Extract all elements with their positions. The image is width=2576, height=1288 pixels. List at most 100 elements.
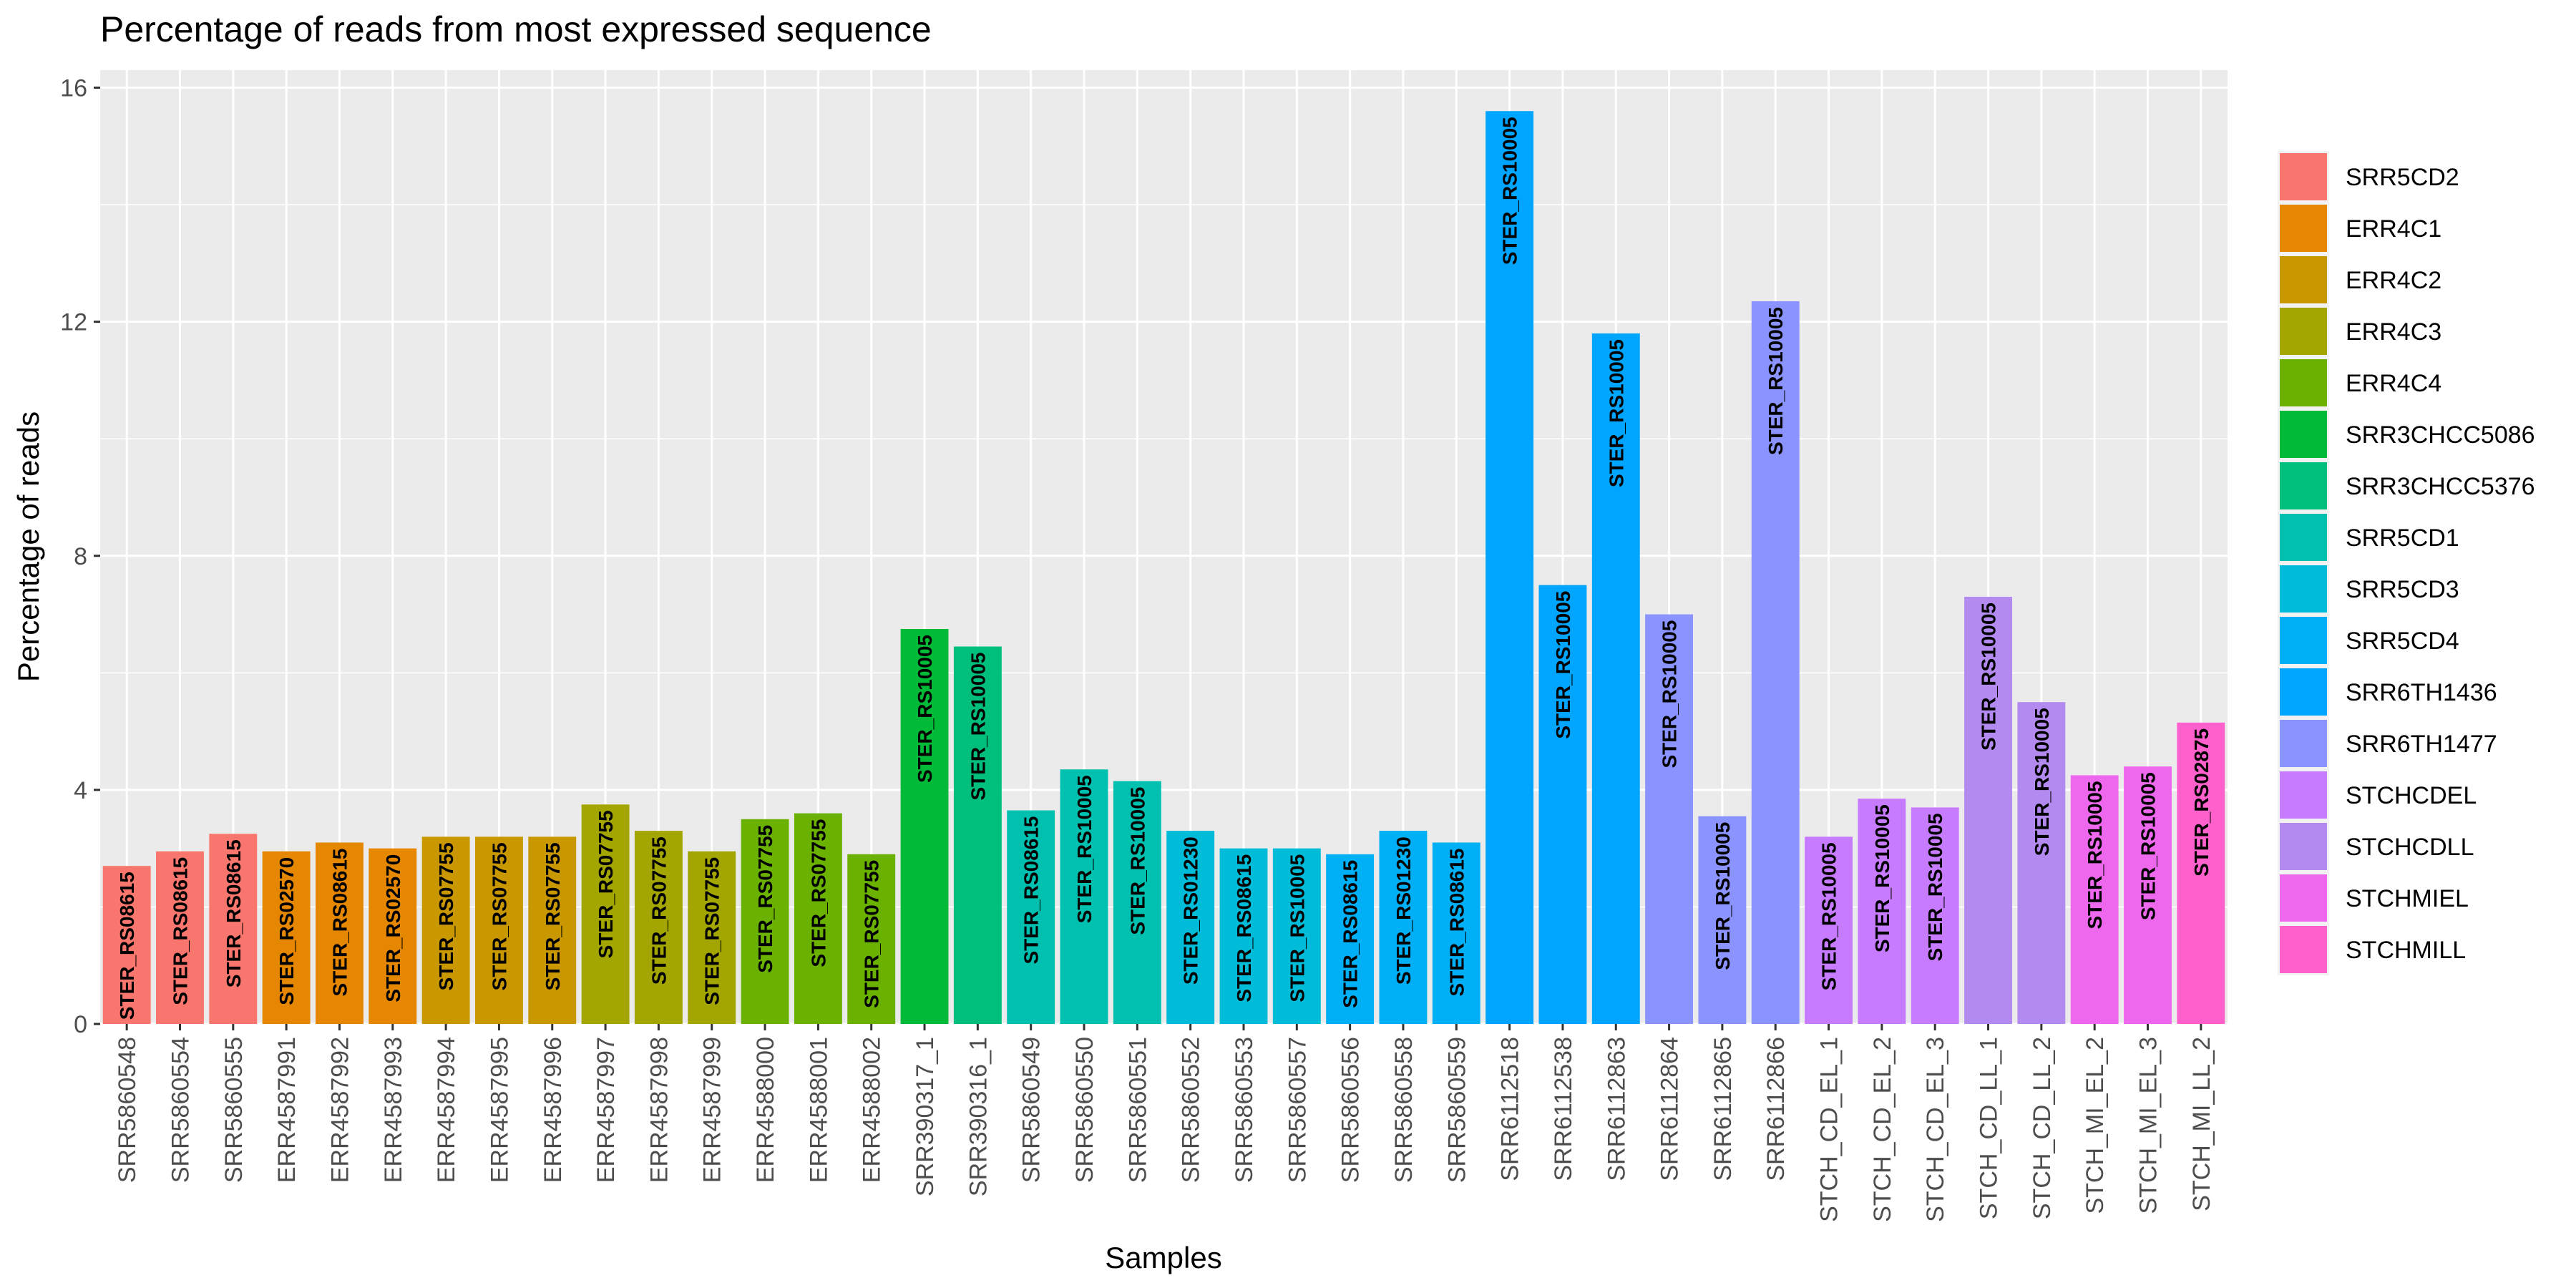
x-tick-label: STCH_MI_EL_2 xyxy=(2082,1037,2109,1214)
bar xyxy=(1858,799,1906,1024)
legend-label: SRR5CD3 xyxy=(2346,576,2459,603)
bar xyxy=(369,848,417,1024)
legend-label: ERR4C3 xyxy=(2346,318,2441,346)
bar xyxy=(1060,769,1108,1024)
y-axis-title: Percentage of reads xyxy=(11,411,45,682)
bar xyxy=(474,836,523,1024)
legend-swatch xyxy=(2280,256,2327,303)
legend-swatch xyxy=(2280,926,2327,973)
legend-item: SRR5CD4 xyxy=(2278,615,2459,666)
bar xyxy=(1645,614,1694,1024)
bar xyxy=(1698,816,1747,1024)
legend-label: SRR5CD2 xyxy=(2346,164,2459,191)
x-tick-label: STCH_CD_EL_1 xyxy=(1816,1037,1843,1222)
bar xyxy=(1379,831,1428,1024)
x-tick-label: ERR4588002 xyxy=(859,1037,886,1183)
x-tick-label: ERR4588000 xyxy=(752,1037,779,1183)
bar xyxy=(634,831,683,1024)
x-tick-label: ERR4587998 xyxy=(645,1037,673,1183)
legend-swatch xyxy=(2280,153,2327,200)
bar xyxy=(794,813,842,1024)
x-tick-label: ERR4587997 xyxy=(592,1037,620,1183)
x-tick-label: STCH_CD_LL_2 xyxy=(2029,1037,2056,1219)
legend-label: ERR4C4 xyxy=(2346,370,2441,397)
bar-label: STER_RS08615 xyxy=(1020,816,1043,965)
bar xyxy=(2017,702,2066,1024)
legend-item: SRR5CD2 xyxy=(2278,151,2459,203)
legend-label: ERR4C1 xyxy=(2346,215,2441,243)
bar-label: STER_RS08615 xyxy=(1445,848,1468,996)
legend-item: STCHCDLL xyxy=(2278,821,2474,872)
x-tick-label: ERR4587995 xyxy=(486,1037,513,1183)
x-tick-label: SRR5860559 xyxy=(1443,1037,1470,1183)
bar xyxy=(2070,775,2119,1024)
legend-label: SRR6TH1436 xyxy=(2346,679,2497,706)
bar xyxy=(1485,111,1534,1025)
x-tick-label: SRR6112538 xyxy=(1550,1037,1577,1181)
bar xyxy=(1432,842,1480,1024)
y-tick-label: 8 xyxy=(74,543,87,570)
bar xyxy=(741,819,789,1024)
bar xyxy=(1964,597,2012,1024)
legend-swatch xyxy=(2280,720,2327,767)
x-tick-label: ERR4587991 xyxy=(273,1037,301,1183)
legend-swatch xyxy=(2280,668,2327,716)
legend: SRR5CD2 ERR4C1 ERR4C2 ERR4C3 ERR4C4 SRR3CHCC5… xyxy=(2278,151,2535,975)
legend-item: ERR4C3 xyxy=(2278,306,2441,357)
bar xyxy=(1591,333,1640,1025)
bar xyxy=(156,851,204,1024)
x-tick-label: SRR5860555 xyxy=(220,1037,248,1183)
legend-item: SRR5CD1 xyxy=(2278,512,2459,563)
legend-label: STCHCDLL xyxy=(2346,834,2474,861)
x-tick-label: SRR5860549 xyxy=(1018,1037,1045,1183)
bar-label: STER_RS10005 xyxy=(1978,602,2000,751)
plot-panel xyxy=(100,70,2228,1024)
bar-label: STER_RS08615 xyxy=(169,857,191,1005)
x-tick-label: SRR5860558 xyxy=(1390,1037,1418,1183)
legend-label: STCHMIEL xyxy=(2346,885,2469,912)
legend-swatch xyxy=(2280,359,2327,406)
legend-swatch xyxy=(2280,462,2327,509)
bar-label: STER_RS07755 xyxy=(754,825,776,973)
legend-label: STCHCDEL xyxy=(2346,782,2477,809)
bar-label: STER_RS07755 xyxy=(861,860,883,1008)
x-tick-label: SRR5860556 xyxy=(1337,1037,1365,1183)
legend-label: STCHMILL xyxy=(2346,937,2466,964)
bar xyxy=(102,866,151,1024)
bar-label: STER_RS08615 xyxy=(1340,860,1362,1008)
bar xyxy=(2124,766,2172,1024)
bar-label: STER_RS10005 xyxy=(2084,781,2106,929)
y-tick-label: 4 xyxy=(74,777,87,804)
bar xyxy=(1007,810,1055,1024)
bars xyxy=(102,111,2225,1025)
bar xyxy=(847,854,896,1024)
bar-label: STER_RS10005 xyxy=(1126,787,1148,935)
x-tick-label: SRR5860557 xyxy=(1284,1037,1311,1183)
bar xyxy=(2177,722,2225,1024)
bar-label: STER_RS10005 xyxy=(1499,117,1521,265)
legend-swatch xyxy=(2280,514,2327,561)
bar xyxy=(528,836,577,1024)
bar-label: STER_RS10005 xyxy=(1286,854,1308,1002)
bar-label: STER_RS10005 xyxy=(1871,804,1893,952)
legend-item: ERR4C2 xyxy=(2278,254,2441,306)
legend-label: SRR3CHCC5376 xyxy=(2346,473,2535,500)
x-tick-label: ERR4587996 xyxy=(540,1037,567,1183)
bar xyxy=(581,804,630,1024)
bar xyxy=(1272,848,1321,1024)
y-tick-label: 16 xyxy=(60,75,87,102)
bar xyxy=(316,842,364,1024)
bar xyxy=(1911,807,1959,1024)
x-tick-label: SRR5860552 xyxy=(1178,1037,1205,1183)
legend-item: ERR4C4 xyxy=(2278,357,2441,409)
bar-label: STER_RS08615 xyxy=(223,839,245,987)
bar-labels: STER_RS08615 STER_RS08615 STER_RS08615 STER… xyxy=(116,117,2212,1020)
x-axis: SRR5860548 SRR5860554 SRR5860555 ERR4587991… xyxy=(114,1024,2215,1222)
bar-label: STER_RS07755 xyxy=(648,836,670,985)
x-tick-label: STCH_CD_EL_2 xyxy=(1869,1037,1896,1222)
bar-label: STER_RS08615 xyxy=(1233,854,1255,1002)
x-tick-label: ERR4587999 xyxy=(699,1037,726,1183)
x-tick-label: SRR6112518 xyxy=(1497,1037,1524,1181)
legend-item: SRR3CHCC5376 xyxy=(2278,460,2535,512)
bar-label: STER_RS10005 xyxy=(1605,339,1627,487)
